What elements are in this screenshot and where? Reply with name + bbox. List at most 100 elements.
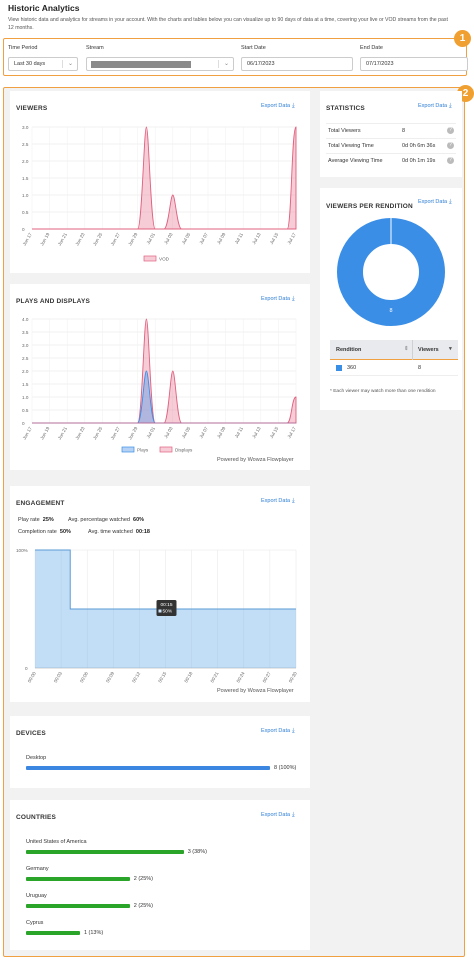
x-tick-label: 00:03 — [53, 671, 63, 684]
filter-bar: Time Period Last 30 days ⌄ Stream ⌄ Star… — [3, 38, 468, 76]
sort-desc-icon[interactable]: ▾ — [449, 346, 452, 352]
legend-label-vod: VOD — [159, 257, 170, 262]
page-description: View historic data and analytics for str… — [8, 17, 448, 31]
x-tick-label: 00:27 — [262, 671, 272, 684]
stat-value: 0d 0h 1m 19s — [402, 158, 436, 164]
x-tick-label: Jul 05 — [181, 232, 192, 246]
bar-label: Cyprus — [26, 920, 44, 926]
x-tick-label: Jun 27 — [110, 232, 121, 247]
stat-label: Total Viewing Time — [328, 143, 374, 149]
bar-value: 1 (13%) — [83, 929, 104, 936]
viewers-chart: 0 0.5 1.0 1.5 2.0 2.5 3.0 Jun 17 Jun 19 Jun 21 Jun… — [22, 125, 297, 262]
x-tick-label: Jul 05 — [181, 426, 192, 440]
x-tick-label: Jul 07 — [198, 426, 209, 440]
x-tick-label: Jul 11 — [234, 426, 245, 439]
col-viewers[interactable]: Viewers — [418, 347, 439, 353]
series-area-plays — [32, 370, 296, 424]
play-rate-metric: Play rate 25% — [18, 517, 54, 523]
bar — [26, 904, 130, 908]
bar — [26, 877, 130, 881]
info-icon[interactable]: ? — [447, 142, 454, 149]
legend-swatch-plays — [121, 446, 135, 453]
tooltip-value: 50% — [163, 609, 173, 615]
bar — [26, 850, 184, 854]
devices-card: DEVICES Export Data ⤓ Desktop 8 (100%) — [10, 716, 310, 788]
plays-export-link[interactable]: Export Data ⤓ — [261, 296, 295, 303]
engagement-export-link[interactable]: Export Data ⤓ — [261, 498, 295, 505]
bar-value: 2 (25%) — [133, 902, 154, 909]
x-tick-label: Jun 21 — [57, 232, 68, 247]
y-tick-label: 0 — [25, 666, 28, 671]
rendition-card: VIEWERS PER RENDITION Export Data ⤓ 8 Ren… — [320, 188, 462, 410]
info-icon[interactable]: ? — [447, 157, 454, 164]
series-area-displays — [32, 318, 297, 424]
y-tick-label: 2.0 — [22, 159, 29, 164]
x-tick-label: Jun 23 — [74, 426, 85, 441]
export-label: Export Data — [418, 199, 448, 205]
engagement-chart: 100% 000:00 00:03 00:06 00:09 00:12 00:15 00:18… — [16, 548, 298, 684]
export-label: Export Data — [418, 103, 448, 109]
start-date-input[interactable]: 06/17/2023 — [241, 57, 353, 71]
select-separator — [218, 60, 219, 68]
statistics-export-link[interactable]: Export Data ⤓ — [418, 103, 452, 110]
donut-data-label: 8 — [389, 308, 392, 314]
y-tick-label: 100% — [16, 548, 28, 553]
time-period-value: Last 30 days — [14, 61, 46, 67]
y-tick-label: 1.0 — [22, 193, 29, 198]
viewers-export-link[interactable]: Export Data ⤓ — [261, 103, 295, 110]
stream-label: Stream — [86, 45, 104, 51]
stream-value-redacted — [91, 61, 191, 68]
rendition-title: VIEWERS PER RENDITION — [326, 203, 413, 210]
rendition-note: * Each viewer may watch more than one re… — [330, 389, 436, 394]
completion-rate-metric: Completion rate 50% — [18, 529, 71, 535]
x-tick-label: Jun 19 — [39, 426, 50, 441]
y-tick-label: 0 — [22, 227, 25, 232]
export-label: Export Data — [261, 728, 291, 734]
stat-average-viewing-time: Average Viewing Time 0d 0h 1m 19s ? — [326, 153, 456, 167]
stat-label: Total Viewers — [328, 128, 361, 134]
legend-label-plays: Plays — [137, 448, 149, 453]
end-date-value: 07/17/2023 — [366, 61, 394, 67]
x-tick-label: 00:06 — [79, 671, 89, 684]
tooltip-time: 00:15 — [161, 602, 173, 608]
x-tick-label: 00:30 — [288, 671, 298, 684]
countries-export-link[interactable]: Export Data ⤓ — [261, 812, 295, 819]
x-tick-label: 00:15 — [157, 671, 167, 684]
bar-label: Desktop — [26, 755, 47, 761]
plays-chart: 0 0.5 1.0 1.5 2.0 2.5 3.0 3.5 4.0 Jun 17 Jun 19 Jun… — [22, 317, 297, 453]
devices-title: DEVICES — [16, 730, 46, 737]
y-tick-label: 2.5 — [22, 142, 29, 147]
y-tick-label: 0 — [22, 421, 25, 426]
engagement-card: ENGAGEMENT Export Data ⤓ Play rate 25% Av… — [10, 486, 310, 702]
info-icon[interactable]: ? — [447, 127, 454, 134]
time-period-select[interactable]: Last 30 days ⌄ — [8, 57, 78, 71]
stream-select[interactable]: ⌄ — [86, 57, 234, 71]
x-tick-label: Jul 17 — [286, 426, 297, 440]
end-date-input[interactable]: 07/17/2023 — [360, 57, 468, 71]
x-tick-label: 00:09 — [105, 671, 115, 684]
select-separator — [62, 60, 63, 68]
legend-label-displays: Displays — [175, 448, 193, 453]
bar-value: 8 (100%) — [274, 764, 297, 771]
col-rendition[interactable]: Rendition — [336, 347, 362, 353]
x-tick-label: 00:00 — [27, 671, 37, 684]
plays-card: PLAYS AND DISPLAYS Export Data ⤓ 0 0.5 1.0 1… — [10, 284, 310, 470]
x-tick-label: Jul 01 — [146, 426, 157, 440]
x-tick-label: Jun 25 — [92, 426, 103, 441]
bar-label: United States of America — [26, 839, 87, 845]
bar — [26, 931, 80, 935]
export-label: Export Data — [261, 296, 291, 302]
devices-export-link[interactable]: Export Data ⤓ — [261, 728, 295, 735]
stat-value: 0d 0h 6m 36s — [402, 143, 436, 149]
download-icon: ⤓ — [292, 812, 295, 818]
series-swatch — [336, 365, 342, 371]
x-tick-label: 00:18 — [183, 671, 193, 684]
engagement-line — [35, 549, 296, 610]
rendition-table-header: Rendition ⇕ Viewers ▾ — [330, 340, 458, 360]
y-tick-label: 1.5 — [22, 176, 29, 181]
x-tick-label: Jul 03 — [163, 232, 174, 246]
chevron-down-icon: ⌄ — [67, 61, 73, 67]
sort-icon[interactable]: ⇕ — [404, 346, 409, 352]
rendition-export-link[interactable]: Export Data ⤓ — [418, 199, 452, 206]
time-period-label: Time Period — [8, 45, 38, 51]
